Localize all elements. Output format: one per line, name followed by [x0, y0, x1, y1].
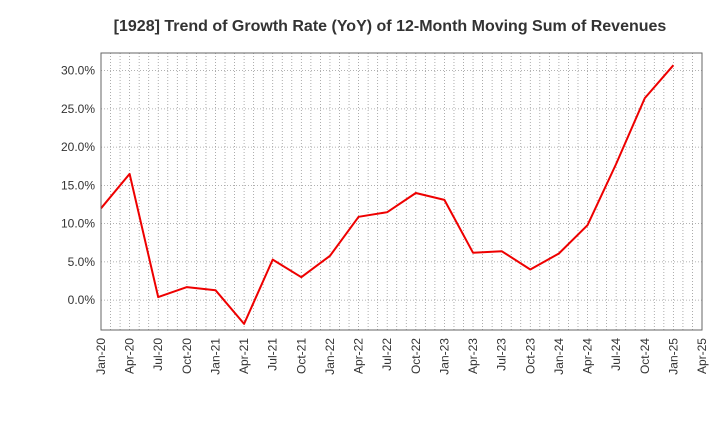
x-tick-label: Jan-22	[323, 338, 337, 375]
x-tick-label: Apr-22	[352, 338, 366, 374]
x-axis-labels: Jan-20 Apr-20 Jul-20 Oct-20 Jan-21 Apr-21 Jul-…	[94, 338, 709, 375]
x-tick-label: Jan-20	[94, 338, 108, 375]
x-tick-label: Jan-25	[666, 338, 680, 375]
x-tick-label: Jan-24	[552, 338, 566, 375]
y-tick-label: 15.0%	[61, 178, 95, 192]
x-tick-label: Apr-24	[581, 338, 595, 374]
y-tick-label: 5.0%	[68, 255, 96, 269]
y-tick-label: 10.0%	[61, 217, 95, 231]
x-tick-label: Jul-24	[609, 338, 623, 371]
x-tick-label: Oct-23	[523, 338, 537, 374]
x-tick-label: Jan-21	[208, 338, 222, 375]
x-tick-label: Oct-21	[294, 338, 308, 374]
plot-area-border	[100, 52, 703, 331]
x-tick-label: Apr-25	[695, 338, 709, 374]
x-tick-label: Oct-24	[638, 338, 652, 374]
y-tick-label: 20.0%	[61, 140, 95, 154]
x-tick-label: Jul-22	[380, 338, 394, 371]
x-tick-label: Apr-21	[237, 338, 251, 374]
y-tick-label: 30.0%	[61, 64, 95, 78]
x-tick-label: Apr-20	[123, 338, 137, 374]
y-tick-label: 25.0%	[61, 102, 95, 116]
x-tick-label: Jul-23	[495, 338, 509, 371]
x-tick-label: Oct-22	[409, 338, 423, 374]
series-line	[100, 64, 675, 325]
x-tick-label: Jul-20	[151, 338, 165, 371]
data-series	[100, 64, 675, 325]
chart-title: [1928] Trend of Growth Rate (YoY) of 12-…	[114, 18, 667, 35]
x-tick-label: Apr-23	[466, 338, 480, 374]
y-tick-label: 0.0%	[68, 293, 96, 307]
gridlines	[100, 53, 703, 330]
x-tick-label: Oct-20	[180, 338, 194, 374]
y-axis-labels: 0.0% 5.0% 10.0% 15.0% 20.0% 25.0% 30.0%	[61, 64, 95, 308]
x-tick-label: Jul-21	[266, 338, 280, 371]
x-tick-label: Jan-23	[437, 338, 451, 375]
